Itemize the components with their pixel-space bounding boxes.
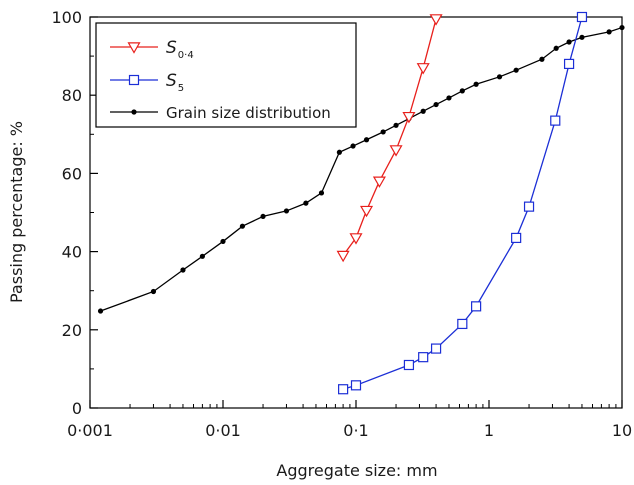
data-point-dot bbox=[318, 190, 325, 196]
x-tick-label: 0·001 bbox=[67, 421, 113, 440]
legend-label-main: S bbox=[166, 38, 177, 58]
data-point-square bbox=[457, 318, 468, 330]
data-point-dot bbox=[459, 88, 465, 94]
data-point-square bbox=[128, 74, 140, 86]
data-point-dot bbox=[420, 108, 426, 114]
data-point-dot bbox=[239, 223, 246, 229]
series-1 bbox=[338, 11, 588, 395]
data-point-dot bbox=[473, 81, 479, 87]
data-point-dot bbox=[131, 109, 137, 115]
data-point-dot bbox=[336, 149, 342, 155]
data-point-dot bbox=[199, 253, 205, 259]
data-point-dot bbox=[539, 56, 545, 62]
y-axis-title: Passing percentage: % bbox=[7, 121, 26, 303]
y-tick-label: 40 bbox=[62, 243, 82, 262]
data-point-square bbox=[576, 11, 588, 23]
data-point-dot bbox=[180, 267, 186, 273]
data-point-square bbox=[550, 115, 561, 126]
series-0 bbox=[336, 14, 443, 263]
x-tick-label: 1 bbox=[484, 421, 494, 440]
legend-label: S0·4 bbox=[166, 38, 194, 61]
data-point-triangle bbox=[389, 145, 403, 157]
series-layer bbox=[97, 11, 625, 395]
data-point-square bbox=[338, 384, 349, 395]
data-point-dot bbox=[380, 129, 386, 135]
data-point-dot bbox=[150, 288, 157, 295]
data-point-triangle bbox=[349, 233, 363, 245]
data-point-square bbox=[418, 352, 429, 363]
data-point-dot bbox=[363, 137, 370, 143]
data-point-square bbox=[523, 201, 535, 212]
data-point-square bbox=[430, 343, 442, 354]
data-point-dot bbox=[606, 29, 612, 35]
data-point-triangle bbox=[127, 42, 141, 54]
y-tick-label: 60 bbox=[62, 164, 82, 183]
data-point-dot bbox=[260, 213, 266, 220]
data-point-dot bbox=[393, 122, 399, 128]
data-point-dot bbox=[619, 24, 625, 31]
legend-box bbox=[95, 22, 357, 128]
x-tick-label: 0·1 bbox=[343, 421, 368, 440]
data-point-dot bbox=[220, 238, 226, 245]
series-2 bbox=[97, 24, 625, 314]
y-tick-label: 80 bbox=[62, 86, 82, 105]
data-point-dot bbox=[303, 200, 309, 206]
legend-label-main: S bbox=[166, 71, 177, 91]
data-point-triangle bbox=[402, 111, 416, 124]
data-point-triangle bbox=[336, 250, 350, 263]
data-point-square bbox=[471, 301, 482, 312]
data-point-dot bbox=[433, 101, 439, 108]
data-point-square bbox=[350, 380, 362, 391]
data-point-square bbox=[511, 232, 522, 244]
legend-label: S5 bbox=[166, 71, 184, 94]
legend-label-sub: 0·4 bbox=[178, 50, 194, 61]
data-point-triangle bbox=[359, 205, 374, 218]
data-point-dot bbox=[283, 208, 290, 214]
data-point-dot bbox=[566, 39, 572, 45]
data-point-triangle bbox=[372, 176, 386, 188]
series-line bbox=[342, 16, 583, 390]
data-point-triangle bbox=[429, 14, 443, 26]
y-tick-label: 20 bbox=[62, 321, 82, 340]
y-tick-label: 100 bbox=[51, 8, 82, 27]
series-line bbox=[342, 18, 437, 256]
data-point-square bbox=[563, 58, 575, 70]
data-point-square bbox=[403, 359, 415, 371]
x-tick-label: 0·01 bbox=[205, 421, 241, 440]
data-point-dot bbox=[97, 308, 104, 314]
data-point-triangle bbox=[416, 63, 430, 75]
data-point-dot bbox=[513, 67, 519, 73]
data-point-dot bbox=[496, 74, 503, 80]
x-axis-title: Aggregate size: mm bbox=[276, 461, 437, 480]
legend-label: Grain size distribution bbox=[166, 104, 331, 122]
data-point-dot bbox=[579, 34, 585, 40]
data-point-dot bbox=[553, 45, 559, 51]
y-tick-label: 0 bbox=[72, 399, 82, 418]
data-point-dot bbox=[446, 95, 452, 101]
x-tick-label: 10 bbox=[612, 421, 632, 440]
data-point-dot bbox=[350, 143, 356, 149]
legend-label-sub: 5 bbox=[178, 83, 184, 94]
